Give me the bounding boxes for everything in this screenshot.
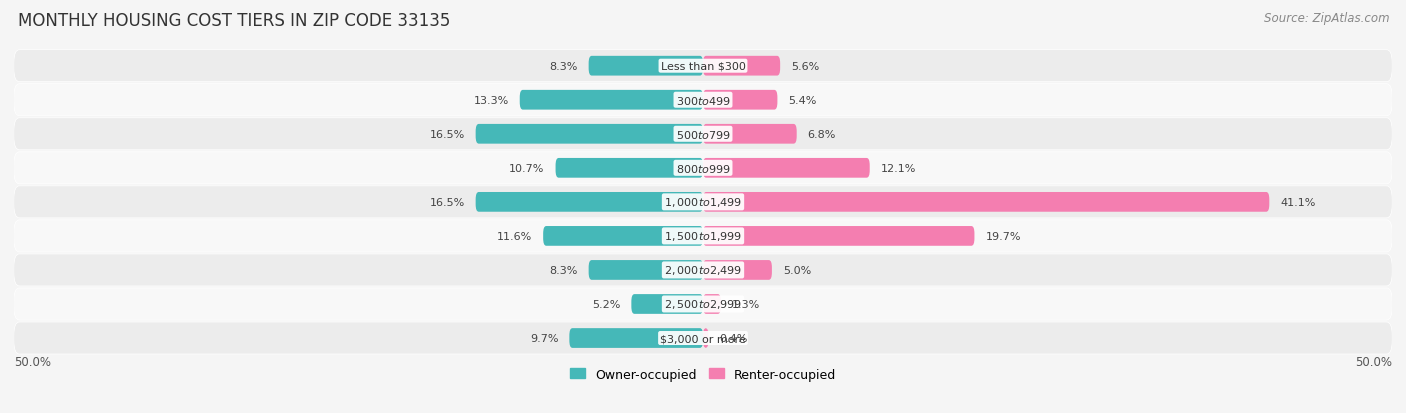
FancyBboxPatch shape bbox=[14, 186, 1392, 218]
Text: 6.8%: 6.8% bbox=[807, 129, 837, 140]
FancyBboxPatch shape bbox=[589, 261, 703, 280]
Text: $1,000 to $1,499: $1,000 to $1,499 bbox=[664, 196, 742, 209]
Text: $1,500 to $1,999: $1,500 to $1,999 bbox=[664, 230, 742, 243]
Text: 5.4%: 5.4% bbox=[789, 95, 817, 105]
Text: 5.2%: 5.2% bbox=[592, 299, 620, 309]
Text: 5.0%: 5.0% bbox=[783, 265, 811, 275]
FancyBboxPatch shape bbox=[475, 125, 703, 144]
Text: Less than $300: Less than $300 bbox=[661, 62, 745, 71]
Text: 1.3%: 1.3% bbox=[733, 299, 761, 309]
FancyBboxPatch shape bbox=[14, 221, 1392, 252]
FancyBboxPatch shape bbox=[589, 57, 703, 76]
FancyBboxPatch shape bbox=[543, 226, 703, 246]
FancyBboxPatch shape bbox=[555, 159, 703, 178]
FancyBboxPatch shape bbox=[569, 328, 703, 348]
FancyBboxPatch shape bbox=[703, 328, 709, 348]
Text: 10.7%: 10.7% bbox=[509, 164, 544, 173]
Text: $2,500 to $2,999: $2,500 to $2,999 bbox=[664, 298, 742, 311]
FancyBboxPatch shape bbox=[14, 254, 1392, 286]
FancyBboxPatch shape bbox=[703, 125, 797, 144]
FancyBboxPatch shape bbox=[703, 226, 974, 246]
Text: 13.3%: 13.3% bbox=[474, 95, 509, 105]
FancyBboxPatch shape bbox=[631, 294, 703, 314]
Text: 50.0%: 50.0% bbox=[14, 355, 51, 368]
Text: 11.6%: 11.6% bbox=[496, 231, 531, 241]
Text: 12.1%: 12.1% bbox=[880, 164, 917, 173]
Text: 50.0%: 50.0% bbox=[1355, 355, 1392, 368]
Text: $300 to $499: $300 to $499 bbox=[675, 95, 731, 107]
FancyBboxPatch shape bbox=[14, 288, 1392, 320]
FancyBboxPatch shape bbox=[703, 57, 780, 76]
Text: Source: ZipAtlas.com: Source: ZipAtlas.com bbox=[1264, 12, 1389, 25]
Text: $2,000 to $2,499: $2,000 to $2,499 bbox=[664, 264, 742, 277]
FancyBboxPatch shape bbox=[703, 90, 778, 110]
FancyBboxPatch shape bbox=[14, 322, 1392, 354]
Text: 19.7%: 19.7% bbox=[986, 231, 1021, 241]
Text: 0.4%: 0.4% bbox=[720, 333, 748, 343]
Text: 41.1%: 41.1% bbox=[1281, 197, 1316, 207]
Text: $800 to $999: $800 to $999 bbox=[675, 162, 731, 174]
Text: $500 to $799: $500 to $799 bbox=[675, 128, 731, 140]
Text: 8.3%: 8.3% bbox=[550, 62, 578, 71]
Text: $3,000 or more: $3,000 or more bbox=[661, 333, 745, 343]
Legend: Owner-occupied, Renter-occupied: Owner-occupied, Renter-occupied bbox=[565, 363, 841, 386]
FancyBboxPatch shape bbox=[14, 85, 1392, 116]
FancyBboxPatch shape bbox=[703, 159, 870, 178]
Text: 8.3%: 8.3% bbox=[550, 265, 578, 275]
FancyBboxPatch shape bbox=[14, 50, 1392, 83]
FancyBboxPatch shape bbox=[703, 261, 772, 280]
FancyBboxPatch shape bbox=[14, 119, 1392, 150]
Text: 5.6%: 5.6% bbox=[792, 62, 820, 71]
FancyBboxPatch shape bbox=[520, 90, 703, 110]
FancyBboxPatch shape bbox=[703, 192, 1270, 212]
FancyBboxPatch shape bbox=[14, 152, 1392, 184]
Text: 9.7%: 9.7% bbox=[530, 333, 558, 343]
Text: MONTHLY HOUSING COST TIERS IN ZIP CODE 33135: MONTHLY HOUSING COST TIERS IN ZIP CODE 3… bbox=[18, 12, 451, 30]
Text: 16.5%: 16.5% bbox=[429, 129, 464, 140]
FancyBboxPatch shape bbox=[475, 192, 703, 212]
FancyBboxPatch shape bbox=[703, 294, 721, 314]
Text: 16.5%: 16.5% bbox=[429, 197, 464, 207]
